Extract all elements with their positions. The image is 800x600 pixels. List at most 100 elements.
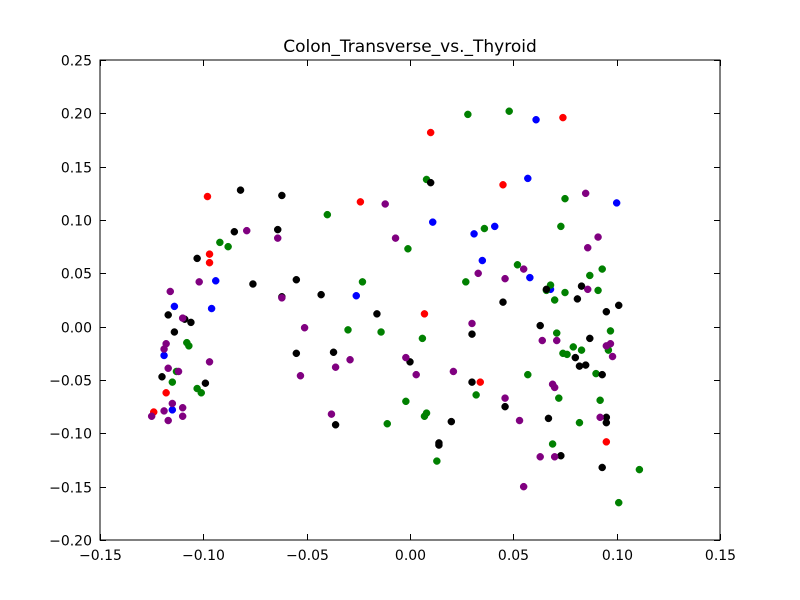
data-point <box>327 410 336 418</box>
data-point <box>356 198 365 206</box>
data-point <box>490 222 499 231</box>
data-point <box>168 378 177 386</box>
x-tick-label: −0.15 <box>79 548 122 564</box>
data-point <box>207 304 216 313</box>
data-point <box>164 364 172 373</box>
data-point <box>598 370 606 379</box>
data-point <box>606 339 615 348</box>
data-point <box>602 418 611 427</box>
y-tick-label: 0.15 <box>61 161 92 177</box>
data-point <box>561 194 569 203</box>
data-point <box>561 288 569 297</box>
data-point <box>168 406 177 414</box>
data-point <box>524 370 532 379</box>
data-point <box>548 440 557 448</box>
data-point <box>358 278 367 286</box>
data-point <box>292 349 301 358</box>
data-point <box>402 353 410 362</box>
data-point <box>594 286 602 295</box>
data-point <box>168 399 177 408</box>
data-point <box>464 110 472 119</box>
data-point <box>317 290 325 299</box>
data-point <box>583 243 592 252</box>
data-point <box>598 463 606 472</box>
data-point <box>501 274 509 283</box>
plot-area <box>100 60 720 540</box>
y-tick-label: −0.05 <box>49 374 92 390</box>
data-point <box>472 391 480 399</box>
data-point <box>478 256 487 265</box>
data-point <box>608 352 617 361</box>
data-point <box>449 367 458 376</box>
data-point <box>381 200 389 208</box>
data-point <box>575 418 584 427</box>
data-point <box>383 419 392 428</box>
data-point <box>544 414 553 423</box>
x-tick-label: 0.00 <box>395 548 426 564</box>
data-point <box>586 334 594 343</box>
data-point <box>573 295 582 303</box>
data-point <box>571 353 580 362</box>
data-point <box>174 367 183 376</box>
data-point <box>519 482 528 491</box>
data-point <box>596 413 604 422</box>
data-point <box>426 178 435 187</box>
data-point <box>550 296 559 304</box>
data-point <box>205 258 214 267</box>
data-point <box>185 342 193 350</box>
data-point <box>524 174 532 183</box>
data-point <box>178 412 187 421</box>
data-point <box>614 498 623 507</box>
data-point <box>193 254 201 263</box>
data-point <box>552 336 561 345</box>
data-point <box>581 361 590 369</box>
data-point <box>468 330 476 338</box>
data-point <box>519 265 528 273</box>
data-point <box>273 225 282 234</box>
data-point <box>205 250 214 258</box>
data-point <box>346 355 354 364</box>
data-point <box>501 402 509 411</box>
data-point <box>160 407 168 415</box>
data-point <box>236 186 245 194</box>
data-point <box>559 113 567 122</box>
data-point <box>513 261 522 269</box>
data-point <box>203 192 212 201</box>
data-point <box>412 370 420 379</box>
data-point <box>583 285 592 294</box>
data-point <box>296 371 305 380</box>
data-point <box>468 319 476 328</box>
data-point <box>635 465 644 474</box>
data-point <box>201 379 210 387</box>
data-point <box>428 218 437 226</box>
y-tick-label: −0.15 <box>49 481 92 497</box>
data-point <box>391 234 400 242</box>
data-point <box>197 389 206 397</box>
data-point <box>224 242 232 251</box>
y-tick-label: −0.20 <box>49 534 92 550</box>
data-points <box>147 107 644 507</box>
x-tick-label: 0.15 <box>705 548 736 564</box>
data-point <box>404 245 412 253</box>
data-point <box>557 451 565 460</box>
data-point <box>536 321 544 330</box>
x-tick-label: −0.05 <box>286 548 329 564</box>
data-point <box>164 311 172 319</box>
chart-title: Colon_Transverse_vs._Thyroid <box>283 37 537 57</box>
data-point <box>300 323 309 332</box>
data-point <box>552 329 561 337</box>
data-point <box>596 396 604 405</box>
data-point <box>160 351 168 360</box>
data-point <box>592 369 600 378</box>
data-point <box>602 307 611 316</box>
data-point <box>563 350 571 359</box>
data-point <box>581 189 590 198</box>
data-point <box>474 269 482 278</box>
data-point <box>195 278 203 286</box>
data-point <box>329 348 338 357</box>
x-tick-label: −0.10 <box>182 548 225 564</box>
data-point <box>216 238 224 247</box>
data-point <box>170 302 179 311</box>
data-point <box>542 285 551 294</box>
axis-ticks: −0.15 −0.10 −0.05 0.00 0.05 0.10 0.15−0.20−0.1… <box>49 54 736 565</box>
